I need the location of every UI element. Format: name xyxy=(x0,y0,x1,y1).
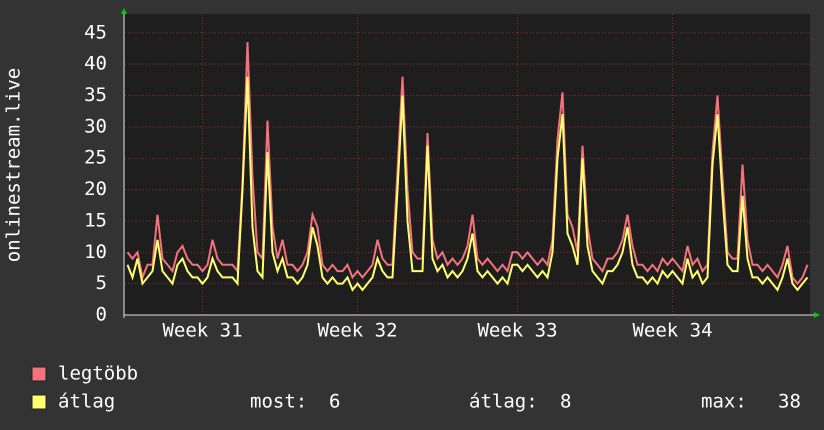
series-line xyxy=(126,76,809,292)
y-tick-label: 40 xyxy=(84,53,107,75)
y-tick-label: 45 xyxy=(84,21,107,43)
x-tick-label: Week 32 xyxy=(317,320,397,342)
x-tick-label: Week 33 xyxy=(477,320,557,342)
lines xyxy=(126,42,809,292)
legend-label: legtöbb xyxy=(58,363,138,385)
y-tick-label: 35 xyxy=(84,84,107,106)
stat-value: 8 xyxy=(560,391,571,413)
x-tick-label: Week 31 xyxy=(162,320,242,342)
legend-swatch xyxy=(31,394,47,410)
stat-label: most: xyxy=(250,391,307,413)
legend-swatch xyxy=(31,366,47,382)
y-tick-label: 10 xyxy=(84,241,107,263)
grid xyxy=(125,14,810,316)
stat-label: átlag: xyxy=(469,391,538,413)
stat-value: 6 xyxy=(329,391,340,413)
x-arrow xyxy=(814,312,820,318)
y-tick-label: 25 xyxy=(84,147,107,169)
y-tick-label: 5 xyxy=(96,272,107,294)
y-tick-label: 15 xyxy=(84,209,107,231)
y-axis-label: onlinestream.live xyxy=(3,68,25,262)
legend: legtöbb átlag most: 6 átlag: 8 max: 38 xyxy=(31,363,801,413)
y-tick-label: 20 xyxy=(84,178,107,200)
y-tick-label: 30 xyxy=(84,115,107,137)
x-tick-label: Week 34 xyxy=(632,320,712,342)
stat-label: max: xyxy=(701,391,747,413)
stat-value: 38 xyxy=(778,391,801,413)
y-tick-label: 0 xyxy=(96,304,107,326)
legend-label: átlag xyxy=(58,391,115,413)
y-arrow xyxy=(121,8,127,14)
